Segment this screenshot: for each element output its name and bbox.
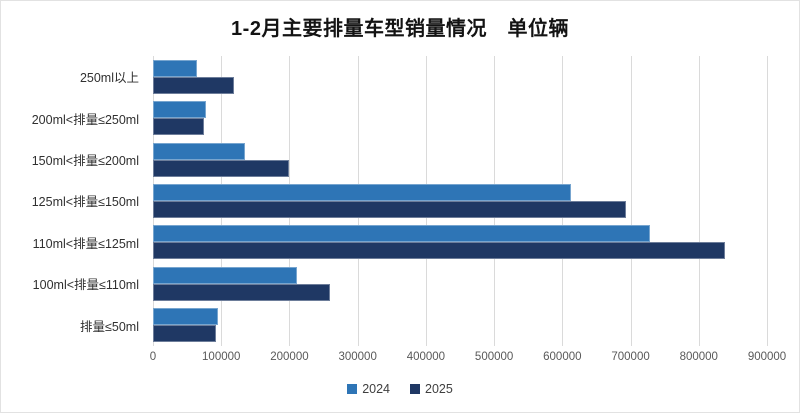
x-axis-tick-label: 900000 [747, 351, 787, 363]
bar-group [153, 305, 767, 346]
category-label: 100ml<排量≤110ml [32, 278, 139, 293]
legend-swatch [410, 384, 420, 394]
legend-item-2025: 2025 [410, 382, 453, 396]
bar-2024 [153, 266, 297, 284]
category-label: 150ml<排量≤200ml [31, 154, 139, 169]
plot-area [153, 56, 768, 346]
category-label: 250ml以上 [79, 71, 139, 86]
gridline [767, 56, 768, 346]
legend-label: 2025 [425, 382, 453, 396]
x-axis: 0 100000 200000 300000 400000 500000 600000 700… [149, 351, 786, 367]
gridline [698, 56, 700, 346]
bar-group [153, 139, 767, 180]
bar-2025 [153, 325, 217, 343]
x-axis-tick-label: 800000 [679, 351, 718, 363]
legend-swatch [347, 384, 358, 394]
bar-2024 [153, 183, 571, 201]
bar-group [153, 222, 767, 263]
bar-2025 [153, 242, 725, 260]
x-axis-tick-label: 400000 [406, 351, 446, 363]
x-axis-tick-label: 700000 [611, 351, 650, 363]
bar-2024 [153, 59, 198, 77]
legend: 2024 2025 [1, 382, 799, 396]
gridline [630, 56, 632, 346]
x-axis-tick-label: 100000 [202, 351, 241, 363]
x-axis-tick-label: 300000 [338, 351, 377, 363]
bar-group [153, 263, 767, 304]
bar-2025 [153, 76, 234, 94]
bar-2025 [153, 200, 626, 218]
x-axis-tick-label: 600000 [543, 351, 582, 363]
bar-group [153, 180, 767, 221]
bar-rows [153, 56, 767, 346]
bar-2024 [153, 101, 207, 119]
legend-item-2024: 2024 [347, 382, 390, 396]
category-label: 排量≤50ml [80, 319, 139, 334]
category-labels: 250ml以上 200ml<排量≤250ml 150ml<排量≤200ml 125ml… [1, 56, 146, 346]
bar-2025 [153, 283, 330, 301]
bar-group [153, 56, 767, 97]
legend-label: 2024 [362, 382, 390, 396]
bar-2025 [153, 118, 205, 136]
bar-2024 [153, 308, 219, 326]
category-label: 200ml<排量≤250ml [31, 112, 139, 127]
x-axis-tick-label: 0 [149, 351, 157, 363]
chart-title: 1-2月主要排量车型销量情况 单位辆 [231, 18, 569, 40]
bar-2024 [153, 225, 650, 243]
category-label: 110ml<排量≤125ml [32, 236, 139, 251]
bar-2025 [153, 159, 290, 177]
category-label: 125ml<排量≤150ml [31, 195, 139, 210]
bar-2024 [153, 142, 246, 160]
x-axis-tick-label: 500000 [474, 351, 514, 363]
bar-group [153, 97, 767, 138]
x-axis-tick-label: 200000 [270, 351, 309, 363]
